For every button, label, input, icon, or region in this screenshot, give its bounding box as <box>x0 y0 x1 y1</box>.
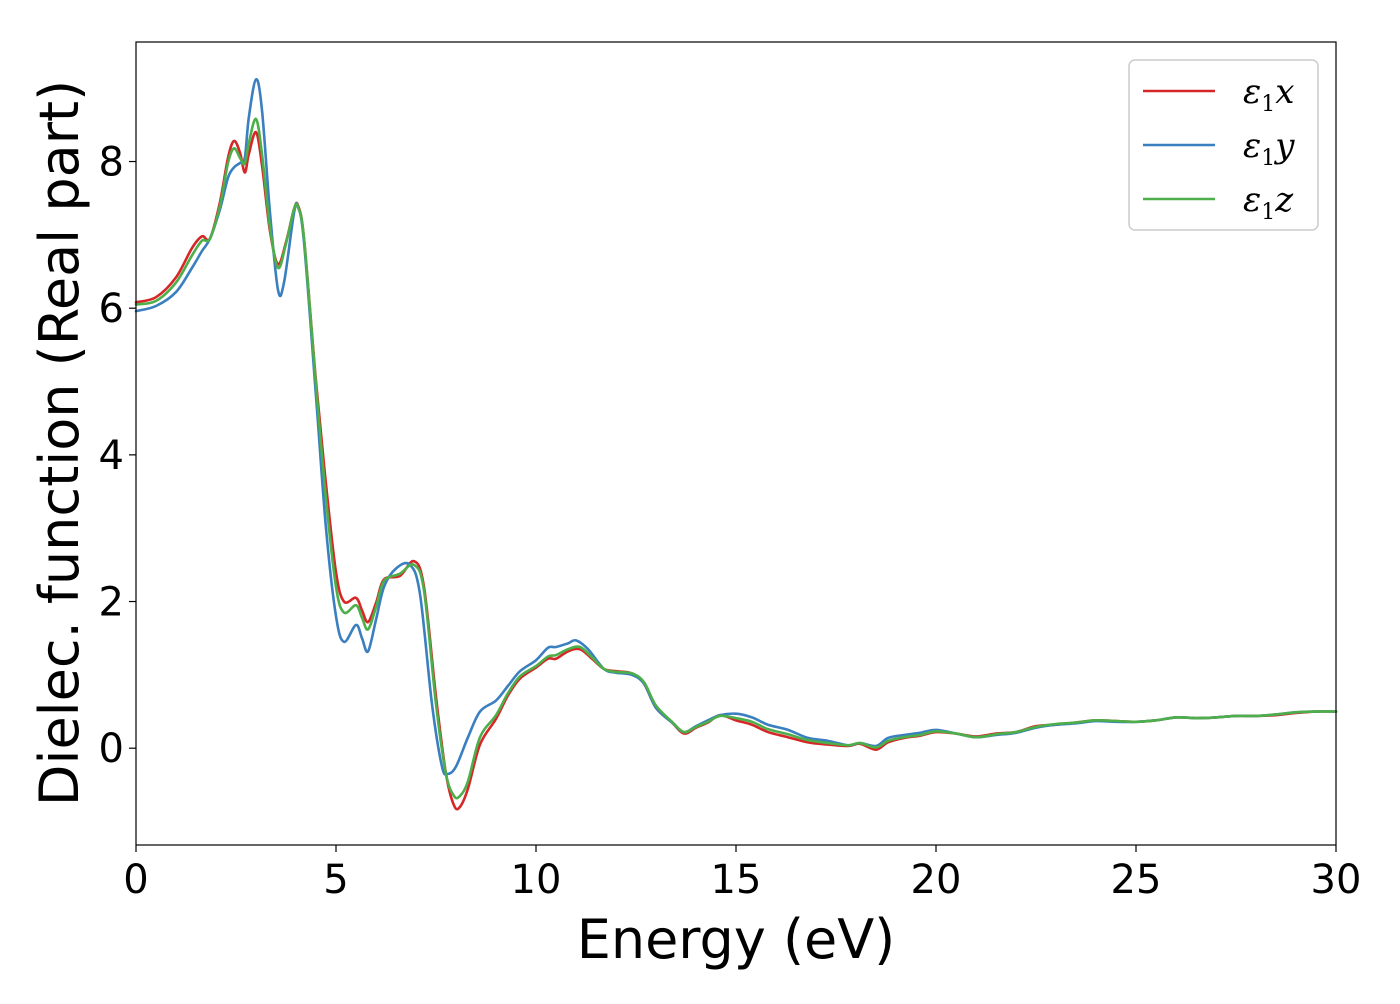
legend-label-x: ε1x <box>1243 72 1294 117</box>
series-line-z <box>134 117 1338 800</box>
x-tick-label: 15 <box>711 857 762 903</box>
x-tick-label: 25 <box>1111 857 1162 903</box>
y-tick-label: 4 <box>99 433 124 479</box>
legend-box <box>1128 59 1319 231</box>
legend-label-y: ε1y <box>1243 126 1295 171</box>
legend: ε1x ε1y ε1z <box>1128 59 1319 231</box>
x-tick-label: 30 <box>1311 857 1362 903</box>
series-layer <box>134 78 1338 811</box>
y-axis-ticks: 0 2 4 6 8 <box>99 140 136 772</box>
y-tick-label: 0 <box>99 726 124 772</box>
x-axis-label: Energy (eV) <box>577 908 896 971</box>
x-tick-label: 0 <box>123 857 148 903</box>
series-line-x <box>134 130 1338 811</box>
legend-label-z: ε1z <box>1243 180 1294 225</box>
y-tick-label: 2 <box>99 580 124 626</box>
x-tick-label: 5 <box>323 857 348 903</box>
y-axis-label: Dielec. function (Real part) <box>28 80 91 806</box>
x-tick-label: 20 <box>911 857 962 903</box>
y-tick-label: 8 <box>99 140 124 186</box>
y-tick-label: 6 <box>99 286 124 332</box>
x-axis-ticks: 0 5 10 15 20 25 30 <box>123 845 1361 903</box>
x-tick-label: 10 <box>511 857 562 903</box>
